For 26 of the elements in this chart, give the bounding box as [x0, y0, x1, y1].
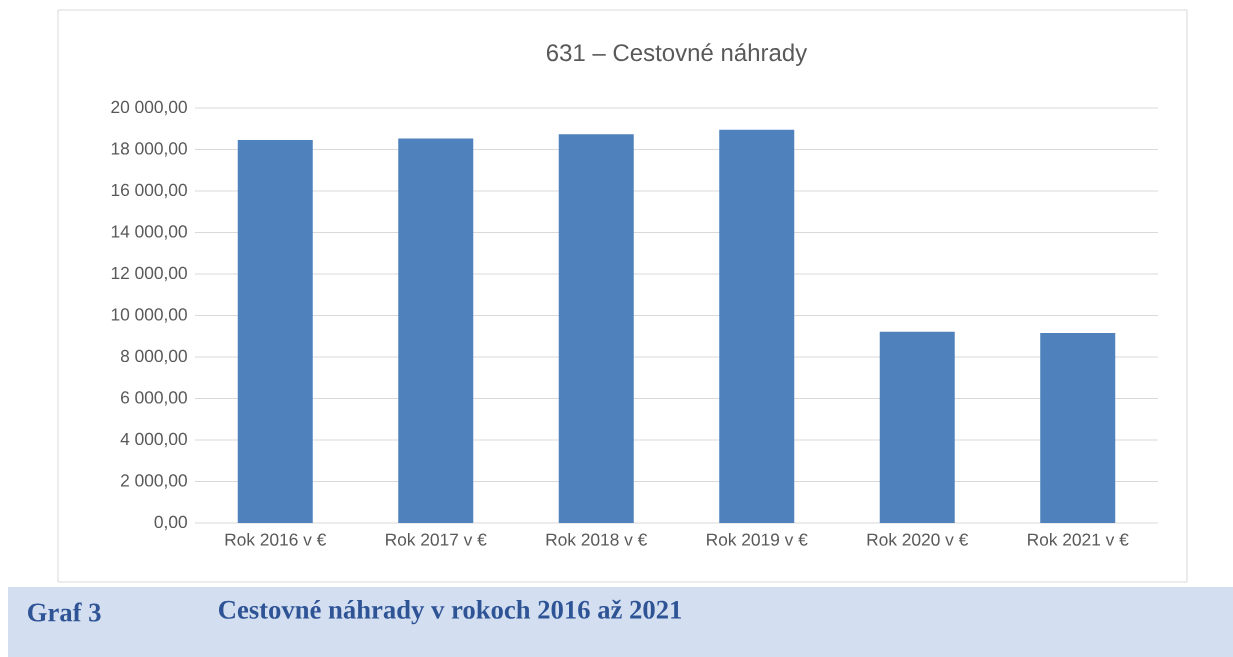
x-tick-label: Rok 2021 v €	[1028, 533, 1129, 546]
y-tick-label: 18 000,00	[111, 142, 187, 157]
y-tick-label: 20 000,00	[111, 100, 187, 116]
bar	[237, 139, 313, 523]
x-tick-label: Rok 2018 v €	[546, 533, 648, 546]
bar	[719, 129, 795, 523]
y-tick-label: 8 000,00	[120, 349, 187, 365]
x-tick-label: Rok 2016 v €	[225, 533, 327, 546]
y-tick-label: 4 000,00	[120, 432, 187, 448]
y-tick-label: 0,00	[154, 515, 187, 531]
chart-title: 631 – Cestovné náhrady	[546, 43, 808, 66]
bar	[398, 138, 474, 523]
y-tick-label: 14 000,00	[111, 225, 187, 240]
bar	[879, 331, 955, 523]
text: Graf 3	[28, 602, 101, 622]
y-tick-label: 2 000,00	[121, 474, 187, 489]
y-tick-label: 12 000,00	[111, 266, 187, 282]
x-tick-label: Rok 2017 v €	[386, 533, 487, 546]
x-tick-label: Rok 2019 v €	[707, 533, 808, 546]
bar	[558, 134, 634, 523]
bar	[1040, 332, 1116, 523]
y-tick-label: 6 000,00	[121, 391, 187, 406]
y-tick-label: 16 000,00	[111, 183, 187, 199]
x-tick-label: Rok 2020 v €	[867, 533, 969, 546]
y-tick-label: 10 000,00	[111, 308, 187, 323]
text: Cestovné náhrady v rokoch 2016 až 2021	[219, 599, 681, 625]
